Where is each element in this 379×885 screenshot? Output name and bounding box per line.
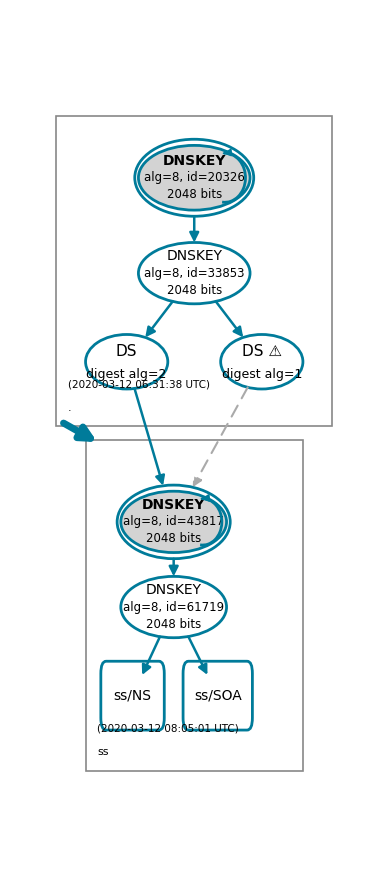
Text: ss/NS: ss/NS	[114, 689, 152, 703]
Text: 2048 bits: 2048 bits	[167, 189, 222, 201]
Text: ss/SOA: ss/SOA	[194, 689, 241, 703]
Ellipse shape	[135, 139, 254, 216]
Ellipse shape	[117, 485, 230, 558]
Ellipse shape	[121, 491, 227, 552]
Ellipse shape	[221, 335, 303, 389]
Ellipse shape	[138, 145, 250, 210]
Text: alg=8, id=61719: alg=8, id=61719	[123, 601, 224, 613]
Bar	[86, 440, 303, 771]
Text: (2020-03-12 08:05:01 UTC): (2020-03-12 08:05:01 UTC)	[97, 723, 239, 733]
Text: DNSKEY: DNSKEY	[163, 154, 226, 168]
Ellipse shape	[86, 335, 168, 389]
FancyBboxPatch shape	[101, 661, 164, 730]
Ellipse shape	[121, 576, 227, 638]
Text: 2048 bits: 2048 bits	[167, 284, 222, 296]
Text: DS: DS	[116, 344, 138, 359]
Text: digest alg=2: digest alg=2	[86, 367, 167, 381]
Text: 2048 bits: 2048 bits	[146, 618, 201, 631]
Text: ss: ss	[97, 747, 109, 757]
Text: DNSKEY: DNSKEY	[166, 249, 222, 263]
FancyBboxPatch shape	[183, 661, 252, 730]
Text: .: .	[68, 403, 72, 412]
Text: digest alg=1: digest alg=1	[222, 367, 302, 381]
Text: DS ⚠: DS ⚠	[242, 344, 282, 359]
Text: DNSKEY: DNSKEY	[146, 583, 202, 597]
Text: alg=8, id=33853: alg=8, id=33853	[144, 266, 244, 280]
Bar	[56, 117, 332, 427]
Ellipse shape	[138, 242, 250, 304]
Text: alg=8, id=20326: alg=8, id=20326	[144, 172, 245, 184]
Text: alg=8, id=43817: alg=8, id=43817	[123, 515, 224, 528]
Text: (2020-03-12 06:31:38 UTC): (2020-03-12 06:31:38 UTC)	[68, 379, 210, 389]
Text: 2048 bits: 2048 bits	[146, 533, 201, 545]
Text: DNSKEY: DNSKEY	[142, 498, 205, 512]
